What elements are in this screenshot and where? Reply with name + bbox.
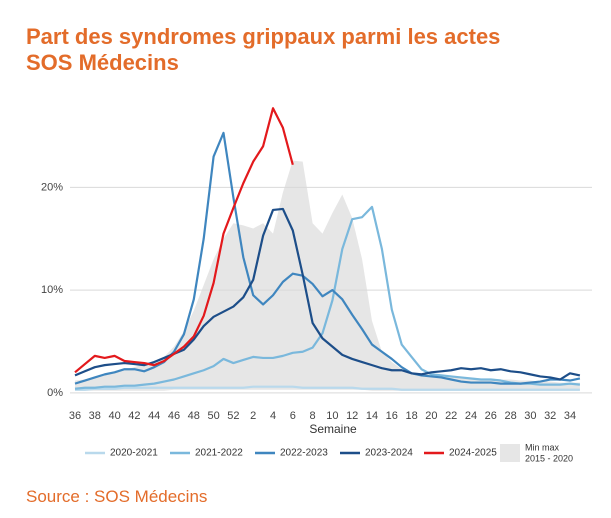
x-tick-label: 38: [89, 410, 101, 422]
series-line: [74, 131, 581, 385]
legend-label: 2020-2021: [110, 448, 158, 459]
x-tick-label: 16: [386, 410, 398, 422]
x-tick-label: 40: [108, 410, 120, 422]
x-tick-label: 52: [227, 410, 239, 422]
x-tick-label: 14: [366, 410, 378, 422]
x-tick-label: 36: [69, 410, 81, 422]
min-max-band: [75, 160, 580, 391]
x-tick-label: 2: [250, 410, 256, 422]
chart-title-line: Part des syndromes grippaux parmi les ac…: [26, 24, 500, 49]
legend-label: 2022-2023: [280, 448, 328, 459]
legend-swatch: [500, 444, 520, 462]
x-tick-label: 6: [290, 410, 296, 422]
x-axis-label: Semaine: [309, 422, 357, 436]
x-tick-label: 48: [188, 410, 200, 422]
x-tick-label: 22: [445, 410, 457, 422]
x-tick-label: 20: [425, 410, 437, 422]
x-tick-label: 32: [544, 410, 556, 422]
x-tick-label: 28: [504, 410, 516, 422]
series-line: [74, 207, 581, 381]
x-tick-label: 4: [270, 410, 276, 422]
x-tick-label: 18: [405, 410, 417, 422]
x-tick-label: 30: [524, 410, 536, 422]
x-tick-label: 12: [346, 410, 358, 422]
y-tick-label: 10%: [41, 284, 63, 296]
source: Source : SOS Médecins: [26, 487, 207, 506]
series-line: [75, 385, 580, 391]
legend-label: Min max: [525, 442, 560, 452]
y-tick-label: 20%: [41, 181, 63, 193]
y-tick-label: 0%: [47, 387, 63, 399]
legend-label: 2015 - 2020: [525, 453, 573, 463]
x-tick-label: 26: [485, 410, 497, 422]
x-tick-label: 46: [168, 410, 180, 422]
chart-title-line: SOS Médecins: [26, 50, 179, 75]
legend-label: 2023-2024: [365, 448, 413, 459]
x-tick-label: 50: [207, 410, 219, 422]
x-tick-label: 24: [465, 410, 477, 422]
x-tick-label: 42: [128, 410, 140, 422]
x-tick-label: 10: [326, 410, 338, 422]
legend-label: 2024-2025: [449, 448, 497, 459]
x-tick-label: 8: [310, 410, 316, 422]
legend-label: 2021-2022: [195, 448, 243, 459]
series-line: [74, 205, 581, 390]
x-tick-label: 44: [148, 410, 160, 422]
series-line: [74, 107, 294, 374]
x-tick-label: 34: [564, 410, 576, 422]
